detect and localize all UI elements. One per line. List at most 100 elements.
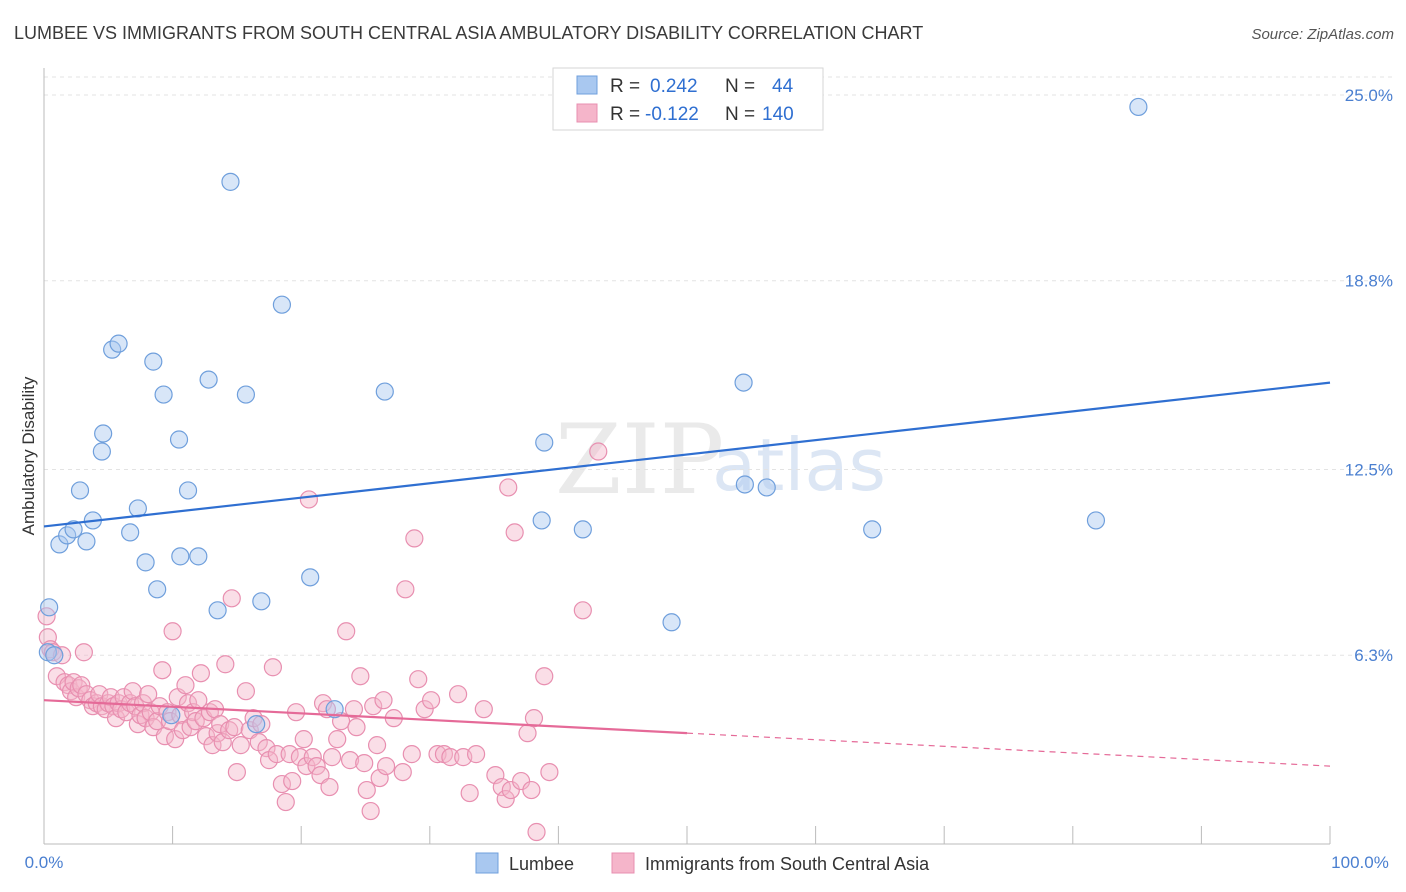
- scatter-point: [299, 490, 319, 509]
- scatter-point: [267, 745, 286, 764]
- x-tick-label-100: 100.0%: [1331, 853, 1389, 872]
- series-immigrants-points: [37, 442, 608, 842]
- legend-bottom-swatch-immigrants: [611, 852, 635, 874]
- scatter-point: [225, 718, 244, 737]
- legend-n-value-immigrants: 140: [762, 104, 794, 125]
- scatter-point: [303, 748, 322, 767]
- scatter-point: [662, 613, 681, 632]
- scatter-point: [144, 352, 163, 371]
- scatter-point: [734, 373, 753, 392]
- legend-swatch-immigrants: [576, 103, 598, 123]
- scatter-point: [405, 529, 424, 548]
- legend-bottom: Lumbee Immigrants from South Central Asi…: [475, 852, 930, 874]
- trend-line-lumbee: [43, 381, 1331, 528]
- watermark-atlas: atlas: [712, 423, 886, 507]
- scatter-point: [92, 442, 111, 461]
- y-tick-label: 6.3%: [1354, 646, 1393, 665]
- series-lumbee-points: [38, 97, 1148, 734]
- scatter-point: [106, 709, 126, 728]
- scatter-point: [361, 801, 380, 821]
- scatter-point: [153, 661, 172, 680]
- legend-n-label-lumbee: N =: [725, 76, 755, 97]
- scatter-point: [357, 780, 376, 800]
- scatter-point: [325, 700, 344, 719]
- grid-lines: [44, 76, 1392, 656]
- scatter-point: [351, 667, 370, 686]
- scatter-point: [355, 754, 374, 773]
- scatter-point: [199, 370, 218, 389]
- scatter-point: [512, 771, 531, 791]
- scatter-point: [340, 751, 360, 770]
- scatter-point: [191, 664, 210, 683]
- scatter-point: [527, 822, 546, 842]
- scatter-point: [70, 481, 90, 500]
- y-tick-labels: 6.3% 12.5% 18.8% 25.0%: [1345, 86, 1393, 665]
- scatter-point: [247, 715, 266, 734]
- scatter-point: [376, 757, 396, 776]
- legend-r-value-immigrants: -0.122: [645, 104, 699, 125]
- scatter-point: [231, 736, 250, 755]
- scatter-point: [522, 780, 541, 800]
- scatter-point: [160, 712, 180, 731]
- trend-lines: [43, 381, 1331, 767]
- scatter-point: [441, 748, 460, 767]
- scatter-point: [735, 475, 754, 494]
- scatter-point: [297, 757, 316, 776]
- scatter-point: [294, 730, 313, 749]
- scatter-point: [203, 736, 222, 755]
- scatter-point: [136, 553, 155, 572]
- scatter-point: [535, 667, 554, 686]
- scatter-point: [139, 685, 158, 704]
- legend-r-value-lumbee: 0.242: [650, 76, 698, 97]
- scatter-point: [532, 511, 551, 530]
- scatter-point: [540, 762, 559, 782]
- scatter-point: [236, 682, 256, 701]
- scatter-point: [276, 792, 295, 812]
- legend-n-value-lumbee: 44: [772, 76, 794, 97]
- scatter-point: [393, 762, 412, 782]
- scatter-point: [290, 748, 310, 767]
- scatter-point: [272, 774, 292, 794]
- scatter-point: [375, 382, 394, 401]
- y-tick-label: 12.5%: [1345, 460, 1393, 479]
- x-axis-ticks: [43, 826, 1331, 844]
- scatter-point: [178, 481, 198, 500]
- scatter-point: [505, 523, 524, 542]
- x-tick-label-0: 0.0%: [25, 853, 64, 872]
- scatter-point: [74, 643, 93, 662]
- scatter-point: [1086, 511, 1106, 530]
- scatter-point: [257, 739, 276, 758]
- scatter-point: [374, 691, 393, 710]
- y-tick-label: 25.0%: [1345, 86, 1393, 105]
- scatter-point: [364, 697, 383, 716]
- scatter-point: [396, 580, 415, 599]
- scatter-point: [211, 715, 230, 734]
- scatter-point: [501, 780, 520, 800]
- scatter-point: [863, 520, 882, 539]
- legend-bottom-label-lumbee: Lumbee: [509, 854, 574, 874]
- trend-line-immigrants: [43, 699, 688, 735]
- scatter-point: [757, 478, 776, 497]
- scatter-point: [415, 700, 434, 719]
- scatter-point: [337, 622, 356, 641]
- scatter-point: [322, 748, 342, 767]
- scatter-point: [524, 709, 544, 728]
- scatter-point: [109, 334, 128, 353]
- scatter-point: [45, 646, 64, 665]
- scatter-point: [252, 592, 271, 611]
- scatter-point: [196, 727, 216, 746]
- legend-top: R = 0.242 N = 44 R = -0.122 N = 140: [552, 67, 824, 131]
- legend-r-label-lumbee: R =: [610, 76, 640, 97]
- scatter-point: [162, 706, 181, 725]
- scatter-point: [474, 700, 493, 719]
- scatter-point: [421, 691, 441, 710]
- scatter-point: [252, 715, 271, 734]
- scatter-point: [52, 646, 72, 665]
- scatter-point: [189, 547, 208, 566]
- scatter-point: [573, 520, 592, 539]
- scatter-point: [216, 655, 235, 674]
- scatter-point: [64, 520, 83, 539]
- scatter-point: [347, 718, 366, 737]
- y-axis-label: Ambulatory Disability: [19, 376, 38, 535]
- scatter-point: [121, 523, 140, 542]
